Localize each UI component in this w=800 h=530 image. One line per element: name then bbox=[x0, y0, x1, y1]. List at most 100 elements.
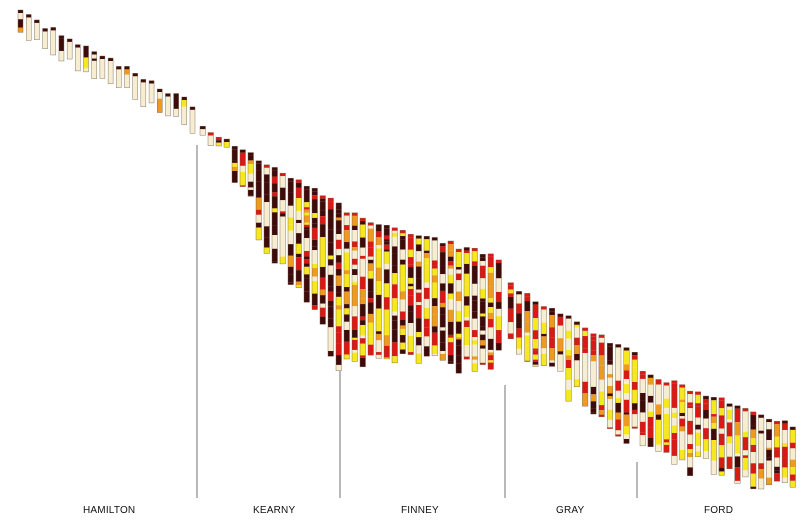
well-segment bbox=[424, 298, 430, 308]
well-segment bbox=[400, 233, 406, 237]
well-segment bbox=[541, 336, 547, 349]
well-segment bbox=[565, 318, 572, 331]
well-segment bbox=[384, 251, 390, 264]
well-segment bbox=[480, 330, 486, 335]
well-segment bbox=[790, 442, 796, 449]
well-outline bbox=[391, 227, 398, 364]
well-segment bbox=[384, 357, 390, 359]
well-segment bbox=[464, 284, 470, 297]
well-segment bbox=[216, 140, 222, 143]
well-outline bbox=[343, 212, 350, 360]
well-segment bbox=[344, 287, 350, 292]
well-segment bbox=[766, 440, 772, 448]
well-segment bbox=[623, 393, 630, 400]
well-cap bbox=[352, 212, 358, 216]
well-segment bbox=[440, 265, 446, 275]
well-segment bbox=[432, 326, 438, 333]
well-segment bbox=[456, 339, 462, 346]
well-cap bbox=[34, 19, 40, 23]
well-segment bbox=[718, 445, 725, 458]
well-segment bbox=[679, 399, 685, 403]
well-segment bbox=[472, 344, 478, 354]
well-segment bbox=[344, 270, 350, 275]
well-outline bbox=[181, 96, 188, 125]
well-cap bbox=[376, 224, 382, 228]
well-cap bbox=[392, 227, 398, 231]
well-segment bbox=[240, 179, 246, 186]
well-segment bbox=[352, 230, 358, 242]
well-outline bbox=[239, 149, 246, 187]
well-segment bbox=[663, 385, 670, 395]
well-segment bbox=[472, 330, 478, 338]
well-segment bbox=[464, 305, 470, 318]
well-segment bbox=[703, 403, 709, 410]
well-segment bbox=[328, 306, 334, 319]
well-segment bbox=[256, 214, 262, 223]
well-segment bbox=[671, 439, 678, 451]
well-column bbox=[590, 333, 597, 415]
well-segment bbox=[671, 418, 678, 426]
well-segment bbox=[400, 277, 406, 292]
well-segment bbox=[655, 382, 662, 385]
well-segment bbox=[336, 305, 342, 310]
well-segment bbox=[344, 354, 350, 360]
well-segment bbox=[280, 200, 286, 212]
well-segment bbox=[416, 305, 422, 319]
county-boundary-lines bbox=[196, 145, 638, 498]
well-segment bbox=[456, 310, 462, 322]
well-cap bbox=[264, 164, 270, 168]
well-segment bbox=[590, 408, 597, 413]
well-cap bbox=[541, 306, 547, 310]
well-segment bbox=[280, 196, 286, 201]
well-segment bbox=[623, 379, 630, 385]
well-column bbox=[165, 93, 171, 117]
well-segment bbox=[272, 220, 278, 226]
well-segment bbox=[590, 394, 597, 402]
well-segment bbox=[312, 199, 318, 214]
well-cap bbox=[280, 173, 286, 177]
well-segment bbox=[352, 250, 358, 259]
well-segment bbox=[711, 416, 717, 424]
well-column bbox=[655, 379, 662, 452]
well-segment bbox=[304, 274, 310, 279]
well-segment bbox=[623, 438, 630, 444]
well-segment bbox=[42, 36, 48, 49]
well-segment bbox=[75, 68, 81, 71]
well-segment bbox=[549, 311, 555, 316]
well-segment bbox=[296, 253, 302, 258]
well-segment bbox=[272, 176, 278, 184]
well-segment bbox=[480, 334, 486, 341]
well-segment bbox=[360, 298, 366, 305]
well-segment bbox=[615, 398, 621, 403]
well-segment bbox=[34, 22, 40, 40]
well-segment bbox=[679, 449, 685, 460]
well-outline bbox=[255, 160, 262, 241]
well-segment bbox=[360, 338, 366, 344]
well-column bbox=[247, 152, 254, 197]
well-segment bbox=[532, 364, 539, 367]
well-segment bbox=[640, 419, 646, 422]
well-column bbox=[319, 195, 326, 325]
well-outline bbox=[116, 66, 122, 88]
well-segment bbox=[456, 333, 462, 338]
well-segment bbox=[766, 477, 772, 485]
well-segment bbox=[640, 378, 646, 385]
well-segment bbox=[124, 84, 130, 88]
well-segment bbox=[472, 265, 478, 271]
well-segment bbox=[472, 340, 478, 345]
well-column bbox=[479, 254, 486, 365]
well-segment bbox=[623, 384, 630, 391]
well-cap bbox=[216, 137, 222, 141]
well-segment bbox=[416, 353, 422, 364]
well-segment bbox=[408, 323, 414, 336]
well-segment bbox=[726, 409, 733, 420]
well-segment bbox=[488, 360, 494, 363]
well-segment bbox=[632, 426, 638, 429]
well-segment bbox=[750, 463, 757, 474]
well-segment bbox=[623, 350, 630, 365]
well-segment bbox=[774, 473, 780, 482]
well-segment bbox=[440, 314, 446, 328]
well-segment bbox=[448, 309, 454, 322]
well-segment bbox=[424, 258, 430, 264]
well-segment bbox=[598, 414, 605, 417]
